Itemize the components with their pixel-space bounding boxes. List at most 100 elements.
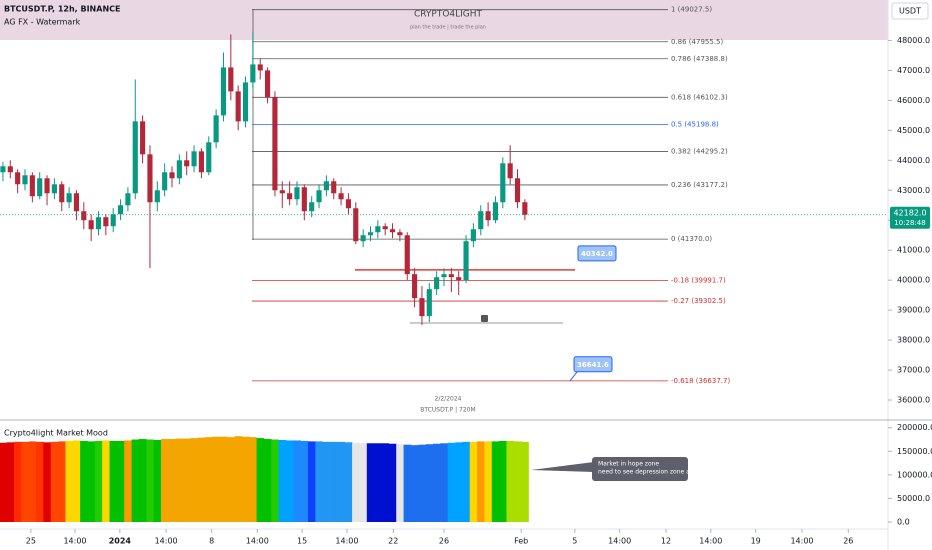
x-tick-label: 25 bbox=[26, 537, 36, 546]
mood-bar bbox=[410, 445, 419, 522]
y-tick-label: 48000.0 bbox=[897, 36, 930, 45]
mood-bar bbox=[116, 440, 125, 522]
mood-bar bbox=[249, 437, 257, 522]
note-line: Market in hope zone bbox=[598, 461, 659, 468]
candle-body bbox=[360, 235, 366, 242]
x-tick-label: 14:00 bbox=[790, 537, 813, 546]
candle-body bbox=[213, 115, 219, 143]
candle-body bbox=[15, 172, 21, 185]
mood-bar bbox=[160, 439, 169, 522]
mood-bar bbox=[278, 439, 287, 522]
candle-body bbox=[492, 202, 499, 221]
mood-bar bbox=[146, 439, 154, 522]
x-tick-label: 2024 bbox=[109, 537, 132, 546]
mood-bar bbox=[477, 441, 485, 522]
candle-body bbox=[147, 154, 153, 203]
candle-body bbox=[397, 232, 403, 236]
candle-body bbox=[198, 151, 204, 173]
mood-bar bbox=[65, 440, 74, 522]
mood-bar bbox=[521, 441, 529, 522]
x-tick-label: 14:00 bbox=[63, 537, 86, 546]
mood-bar bbox=[212, 436, 221, 522]
mood-bar bbox=[263, 439, 272, 522]
candle-body bbox=[37, 178, 43, 197]
candle-body bbox=[250, 64, 256, 83]
x-tick-label: 5 bbox=[572, 537, 577, 546]
mood-bar bbox=[447, 442, 456, 522]
currency-box[interactable] bbox=[891, 2, 929, 20]
y-tick-label: 36000.0 bbox=[897, 396, 930, 405]
checkbox-icon[interactable] bbox=[481, 315, 488, 322]
callout-label: 36641.6 bbox=[577, 361, 609, 369]
mood-tick-label: 50000.0 bbox=[897, 494, 930, 503]
x-tick-label: 14:00 bbox=[246, 537, 269, 546]
candle-body bbox=[117, 205, 124, 215]
candle-body bbox=[22, 175, 28, 185]
y-tick-label: 41000.0 bbox=[897, 246, 930, 255]
mood-bar bbox=[374, 443, 382, 522]
x-tick-label: 19 bbox=[751, 537, 761, 546]
candle-body bbox=[419, 298, 425, 317]
mood-bar bbox=[109, 440, 118, 522]
candle-body bbox=[95, 217, 102, 230]
watermark-band bbox=[0, 0, 888, 40]
candle-body bbox=[154, 190, 160, 203]
candle-body bbox=[73, 193, 80, 212]
candle-body bbox=[500, 163, 506, 203]
mood-tick-label: 100000.0 bbox=[897, 470, 932, 479]
indicator-name: AG FX - Watermark bbox=[4, 18, 81, 27]
candle-body bbox=[470, 229, 476, 242]
callout-box bbox=[573, 356, 613, 373]
mood-bar bbox=[366, 443, 375, 522]
mood-bar bbox=[94, 440, 103, 522]
mood-title: Crypto4light Market Mood bbox=[4, 429, 108, 438]
mood-bar bbox=[315, 441, 324, 522]
callout-label: 40342.0 bbox=[581, 250, 613, 258]
candle-body bbox=[191, 151, 197, 167]
y-tick-label: 47000.0 bbox=[897, 66, 930, 75]
candle-body bbox=[125, 193, 131, 206]
mood-bar bbox=[484, 441, 493, 522]
mood-bar bbox=[491, 441, 500, 522]
candle-body bbox=[389, 229, 396, 233]
candle-body bbox=[44, 178, 50, 194]
mood-bar bbox=[293, 440, 301, 522]
note-pointer bbox=[531, 462, 594, 472]
footer-date: 2/2/2024 bbox=[435, 396, 462, 403]
candle-body bbox=[272, 97, 278, 191]
candle-body bbox=[434, 277, 440, 290]
candle-body bbox=[287, 193, 293, 200]
mood-bar bbox=[469, 441, 478, 522]
x-tick-label: 8 bbox=[209, 537, 214, 546]
mood-bar bbox=[227, 437, 235, 522]
mood-bar bbox=[455, 442, 463, 522]
candle-body bbox=[220, 67, 227, 116]
mood-bar bbox=[381, 443, 390, 522]
candle-body bbox=[206, 142, 212, 173]
mood-bar bbox=[219, 436, 228, 522]
candle-body bbox=[265, 70, 271, 98]
mood-bar bbox=[425, 444, 434, 522]
fib-label: -0.618 (36637.7) bbox=[671, 377, 730, 385]
candle-body bbox=[81, 211, 87, 221]
candle-body bbox=[382, 226, 388, 230]
callout-pointer bbox=[569, 370, 579, 382]
mood-bar bbox=[513, 441, 522, 522]
callout-box bbox=[577, 245, 617, 262]
candle-body bbox=[375, 226, 381, 233]
note-box bbox=[592, 457, 688, 481]
watermark: CRYPTO4LIGHT bbox=[414, 10, 483, 20]
price-label: 42182.0 bbox=[893, 208, 926, 217]
candle-body bbox=[132, 121, 138, 194]
mood-bar bbox=[6, 442, 15, 522]
mood-bar bbox=[138, 439, 147, 522]
mood-bar bbox=[175, 438, 184, 522]
mood-bar bbox=[102, 440, 110, 522]
x-tick-label: 14:00 bbox=[155, 537, 178, 546]
y-tick-label: 37000.0 bbox=[897, 366, 930, 375]
candle-body bbox=[441, 274, 447, 278]
candle-body bbox=[51, 184, 57, 194]
mood-bar bbox=[359, 443, 368, 522]
candle-body bbox=[29, 175, 35, 197]
fib-label: -0.18 (39991.7) bbox=[671, 276, 726, 284]
